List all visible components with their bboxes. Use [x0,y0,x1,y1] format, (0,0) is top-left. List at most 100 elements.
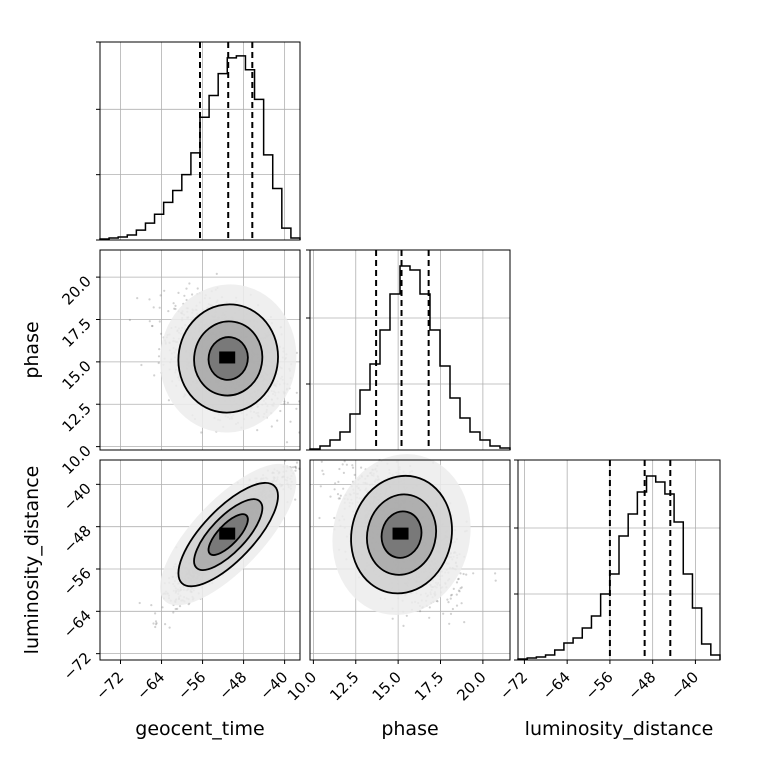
sample-point [154,612,157,615]
sample-point [168,626,171,629]
sample-point [494,579,497,582]
sample-point [191,293,194,296]
histogram-step [309,265,511,450]
sample-point [285,441,289,444]
sample-point [172,302,175,305]
sample-point [283,400,286,403]
sample-point [148,320,151,323]
density-peak [219,351,236,364]
sample-point [154,625,157,629]
sample-point [158,306,161,309]
sample-point [351,466,355,469]
sample-point [177,291,180,294]
sample-point [157,361,160,365]
sample-point [452,587,455,591]
sample-point [148,298,151,301]
sample-point [279,409,282,413]
sample-point [472,572,475,575]
sample-point [449,612,453,616]
sample-point [295,407,298,410]
scatter-phase-vs-luminosity_distance [309,454,511,661]
sample-point [294,469,297,472]
sample-point [152,306,155,309]
sample-point [167,310,170,313]
sample-point [163,289,166,292]
histogram-step [517,475,721,660]
sample-point [289,420,292,423]
sample-point [442,612,445,615]
sample-point [360,466,363,469]
sample-point [329,495,332,498]
sample-point [428,616,431,619]
sample-point [333,516,336,520]
sample-point [188,282,191,285]
sample-point [402,624,405,628]
sample-point [460,586,463,589]
sample-point [185,298,188,302]
sample-point [178,605,182,608]
sample-point [460,602,463,605]
sample-point [455,604,459,607]
sample-point [161,606,164,609]
sample-point [215,272,218,275]
sample-point [295,391,298,394]
histogram-phase [306,249,511,451]
panel-frame [517,459,721,661]
sample-point [276,419,279,422]
sample-point [140,363,143,367]
sample-point [158,320,161,323]
sample-point [150,604,153,607]
sample-point [167,399,170,402]
panel-frame [99,41,301,241]
sample-point [154,620,158,623]
sample-point [283,402,286,405]
sample-point [138,601,141,605]
sample-point [333,488,336,491]
sample-point [256,429,259,432]
sample-point [294,498,297,501]
sample-point [448,622,451,625]
sample-point [150,324,154,328]
sample-point [196,287,199,290]
sample-point [172,611,175,614]
density-peak [219,527,236,540]
sample-point [321,469,324,472]
sample-point [185,287,188,290]
sample-point [343,460,346,463]
sample-point [159,332,163,335]
scatter-geocent_time-vs-phase [99,249,301,451]
sample-point [336,493,340,496]
sample-point [157,355,161,358]
sample-point [342,471,345,474]
sample-point [174,304,177,307]
sample-point [152,622,155,625]
histogram-luminosity_distance [514,459,721,661]
sample-point [200,431,203,434]
sample-point [494,572,497,575]
sample-point [345,463,348,466]
sample-point [176,607,179,611]
sample-point [337,480,340,483]
sample-point [159,294,162,297]
sample-point [462,572,465,576]
sample-point [295,461,299,464]
sample-point [294,465,297,469]
sample-point [322,473,325,476]
sample-point [455,593,458,596]
panel-frame [99,249,301,451]
sample-point [428,606,431,609]
scatter-geocent_time-vs-luminosity_distance [99,459,301,661]
sample-point [153,374,156,377]
sample-point [174,307,177,311]
sample-point [270,425,273,428]
panel-frame [309,249,511,451]
sample-point [342,487,345,490]
histogram-geocent_time [96,41,301,241]
sample-point [391,617,394,620]
sample-point [447,601,450,604]
sample-point [151,324,154,328]
sample-point [154,623,158,626]
sample-point [128,318,131,322]
sample-point [292,466,295,469]
